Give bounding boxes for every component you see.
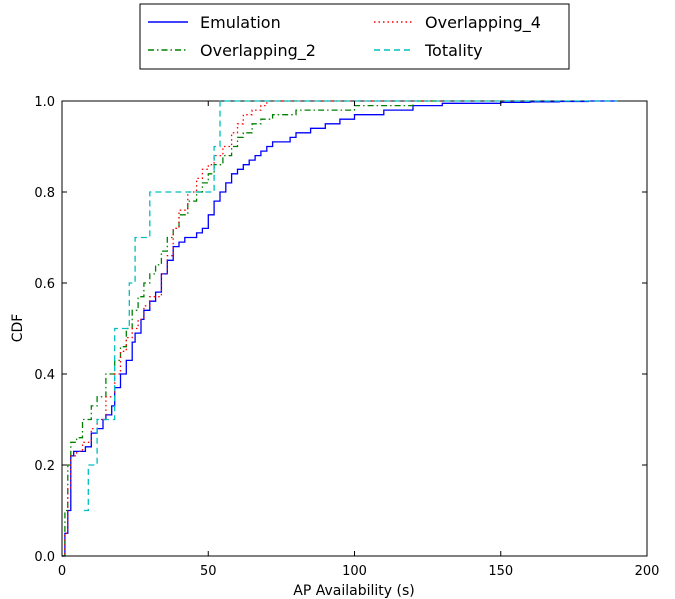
ticks-layer: 0 50 100 150 200 0.0 0.2 0.4 0.6 0.8 1.0 — [34, 95, 659, 579]
y-tick-label: 0.8 — [34, 186, 55, 201]
series-layer — [62, 100, 618, 557]
x-tick-label: 200 — [635, 564, 660, 579]
x-tick-label: 100 — [342, 564, 367, 579]
x-axis-label: AP Availability (s) — [293, 583, 414, 599]
y-tick-label: 0.4 — [34, 368, 55, 383]
legend-label-totality: Totality — [424, 41, 483, 60]
y-axis-label: CDF — [10, 314, 26, 343]
series-line-overlapping-4 — [62, 100, 443, 557]
series-line-totality — [83, 100, 618, 512]
y-tick-label: 0.6 — [34, 277, 55, 292]
legend: Emulation Overlapping_2 Overlapping_4 To… — [139, 3, 570, 70]
series-line-overlapping-2 — [62, 100, 443, 557]
legend-label-emulation: Emulation — [200, 13, 281, 32]
y-tick-label: 1.0 — [34, 95, 55, 110]
x-tick-label: 150 — [488, 564, 513, 579]
legend-label-overlapping-4: Overlapping_4 — [425, 13, 541, 33]
y-tick-label: 0.0 — [34, 550, 55, 565]
y-tick-label: 0.2 — [34, 459, 55, 474]
plot-frame — [61, 100, 648, 557]
x-tick-label: 0 — [58, 564, 66, 579]
legend-box — [139, 3, 570, 70]
series-line-emulation — [62, 100, 618, 557]
x-tick-label: 50 — [200, 564, 217, 579]
legend-label-overlapping-2: Overlapping_2 — [200, 41, 316, 61]
